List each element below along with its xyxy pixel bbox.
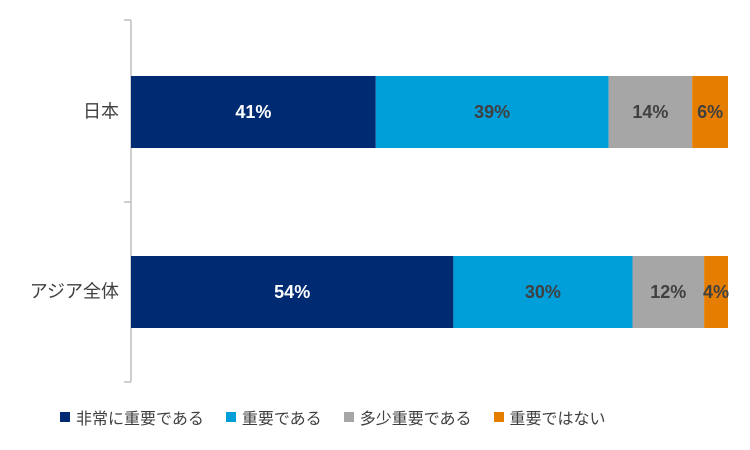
legend-label-very-important: 非常に重要である [76,409,204,428]
legend-item-very-important: 非常に重要である [60,405,204,429]
legend-swatch-very-important [60,412,70,422]
bar-segment [131,76,376,148]
bar-segment [704,256,728,328]
data-label: 12% [650,282,686,302]
legend-swatch-not-important [493,412,504,422]
bar-segment [608,76,693,148]
data-label: 39% [474,102,510,122]
bar-segment [692,76,728,148]
legend: 非常に重要である 重要である 多少重要である 重要ではない [60,405,628,429]
legend-item-important: 重要である [225,405,322,429]
legend-item-not-important: 重要ではない [493,405,606,429]
bar-segment [131,256,454,328]
legend-label-important: 重要である [241,409,322,428]
bar-segment [375,76,609,148]
category-label: アジア全体 [30,282,119,303]
bar-segment [632,256,705,328]
data-label: 30% [525,282,561,302]
category-label: 日本 [83,102,119,123]
bar-segment [453,256,633,328]
legend-swatch-somewhat-important [343,412,354,422]
data-label: 14% [632,102,668,122]
legend-label-not-important: 重要ではない [509,409,606,428]
legend-swatch-important [225,412,236,422]
legend-label-somewhat-important: 多少重要である [359,409,472,428]
data-label: 41% [235,102,271,122]
data-label: 54% [274,282,310,302]
legend-item-somewhat-important: 多少重要である [343,405,472,429]
data-label: 4% [703,282,729,302]
data-label: 6% [697,102,723,122]
